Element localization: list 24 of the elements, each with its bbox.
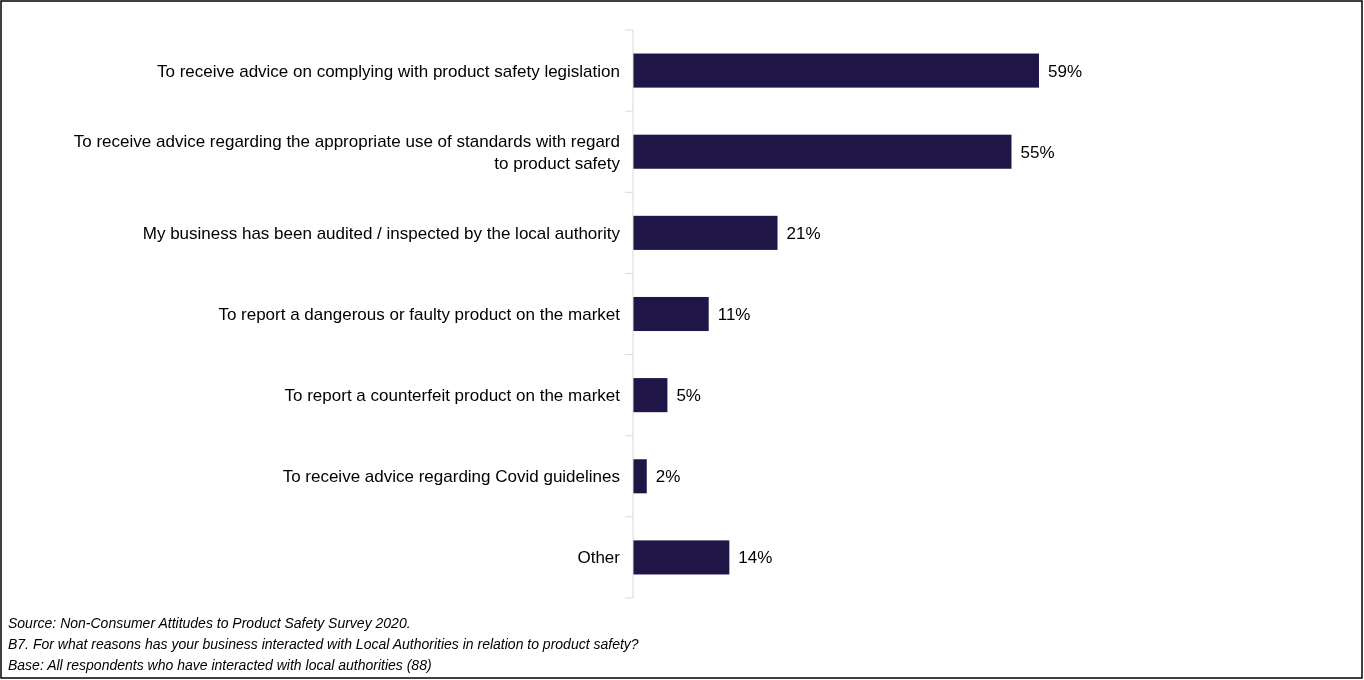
data-label: 21% [786, 223, 821, 243]
bar [633, 459, 647, 494]
text: B7. For what reasons has your business interacted with Local Authorities in relation to product safety? [8, 636, 639, 652]
data-label: 14% [738, 548, 773, 568]
data-label: 2% [655, 467, 681, 487]
y-tick-label: To report a counterfeit product on the market [284, 386, 621, 406]
text: Base: All respondents who have interacted with local authorities (88) [8, 657, 432, 673]
bar [633, 296, 709, 332]
data-label: 5% [676, 386, 701, 406]
data-label: 59% [1048, 61, 1083, 81]
bar [633, 215, 778, 250]
data-label: 55% [1020, 142, 1055, 162]
y-tick-label: My business has been audited / inspected by the local authority [142, 223, 621, 243]
bar [633, 378, 668, 413]
y-tick-label: To receive advice regarding the appropriate use of standards with regard to product safety [73, 131, 621, 173]
bar [633, 53, 1039, 88]
bar [633, 540, 730, 575]
y-tick-label: To receive advice on complying with product safety legislation [156, 61, 620, 81]
y-tick-label: Other [577, 548, 621, 568]
y-tick-label: To receive advice regarding Covid guidelines [282, 467, 620, 487]
data-label: 11% [717, 304, 751, 324]
source-note: Source: Non-Consumer Attitudes to Product Safety Survey 2020. [8, 615, 411, 631]
bar [633, 134, 1012, 169]
y-tick-label: To report a dangerous or faulty product on the market [218, 304, 621, 324]
